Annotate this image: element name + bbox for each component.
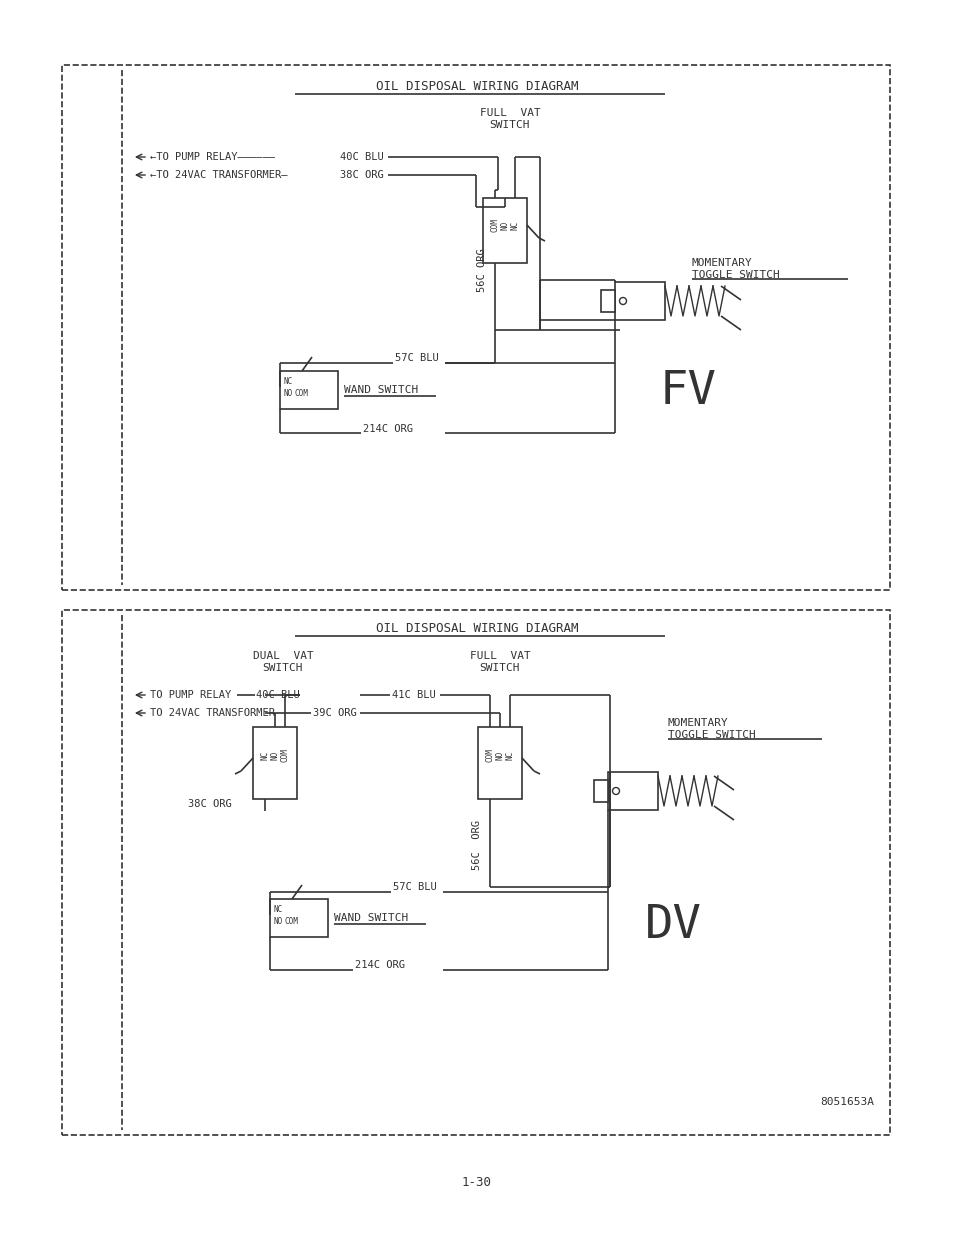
Text: FULL  VAT: FULL VAT <box>469 651 530 661</box>
Text: FV: FV <box>659 369 717 415</box>
Text: COM: COM <box>285 916 298 925</box>
Text: COM: COM <box>280 748 289 762</box>
Text: 1-30: 1-30 <box>461 1177 492 1189</box>
Text: SWITCH: SWITCH <box>479 663 519 673</box>
Text: NC: NC <box>505 751 514 760</box>
Text: 214C ORG: 214C ORG <box>363 424 413 433</box>
Bar <box>253 727 296 799</box>
Text: ←TO PUMP RELAY——————: ←TO PUMP RELAY—————— <box>150 152 274 162</box>
Text: 8051653A: 8051653A <box>820 1097 873 1107</box>
Text: NO: NO <box>274 916 283 925</box>
Bar <box>482 198 526 263</box>
Text: OIL DISPOSAL WIRING DIAGRAM: OIL DISPOSAL WIRING DIAGRAM <box>375 622 578 636</box>
Text: NO: NO <box>500 220 509 230</box>
Text: 56C  ORG: 56C ORG <box>472 820 481 869</box>
Text: 56C ORG: 56C ORG <box>476 248 486 291</box>
Text: WAND SWITCH: WAND SWITCH <box>344 385 417 395</box>
Text: TO PUMP RELAY: TO PUMP RELAY <box>150 690 231 700</box>
Text: 57C BLU: 57C BLU <box>393 882 436 892</box>
Text: COM: COM <box>294 389 309 398</box>
Bar <box>477 727 521 799</box>
Text: TOGGLE SWITCH: TOGGLE SWITCH <box>667 730 755 740</box>
Bar <box>607 772 658 810</box>
Text: 40C BLU: 40C BLU <box>339 152 383 162</box>
Text: NC: NC <box>274 904 283 914</box>
Text: SWITCH: SWITCH <box>262 663 303 673</box>
Text: 57C BLU: 57C BLU <box>395 353 438 363</box>
Text: MOMENTARY: MOMENTARY <box>667 718 728 727</box>
Text: 38C ORG: 38C ORG <box>339 170 383 180</box>
Text: WAND SWITCH: WAND SWITCH <box>334 913 408 923</box>
Bar <box>615 282 664 320</box>
Text: OIL DISPOSAL WIRING DIAGRAM: OIL DISPOSAL WIRING DIAGRAM <box>375 80 578 94</box>
Text: NO: NO <box>284 389 293 398</box>
Text: ←TO 24VAC TRANSFORMER—: ←TO 24VAC TRANSFORMER— <box>150 170 287 180</box>
Text: NO: NO <box>271 751 279 760</box>
Text: DUAL  VAT: DUAL VAT <box>253 651 313 661</box>
Bar <box>62 65 889 590</box>
Bar <box>600 290 615 312</box>
Bar <box>62 610 889 1135</box>
Text: COM: COM <box>485 748 494 762</box>
Text: DV: DV <box>644 903 701 947</box>
Text: 39C ORG: 39C ORG <box>313 708 356 718</box>
Text: 40C BLU: 40C BLU <box>255 690 299 700</box>
Text: TOGGLE SWITCH: TOGGLE SWITCH <box>691 270 779 280</box>
Text: 214C ORG: 214C ORG <box>355 960 405 969</box>
Text: 38C ORG: 38C ORG <box>188 799 232 809</box>
Text: MOMENTARY: MOMENTARY <box>691 258 752 268</box>
Text: NO: NO <box>495 751 504 760</box>
Text: SWITCH: SWITCH <box>489 120 530 130</box>
Text: COM: COM <box>490 219 499 232</box>
Bar <box>594 781 607 802</box>
Text: NC: NC <box>260 751 269 760</box>
Bar <box>270 899 328 937</box>
Bar <box>280 370 337 409</box>
Text: NC: NC <box>510 220 519 230</box>
Text: NC: NC <box>284 377 293 385</box>
Text: FULL  VAT: FULL VAT <box>479 107 539 119</box>
Text: 41C BLU: 41C BLU <box>392 690 436 700</box>
Text: TO 24VAC TRANSFORMER: TO 24VAC TRANSFORMER <box>150 708 274 718</box>
